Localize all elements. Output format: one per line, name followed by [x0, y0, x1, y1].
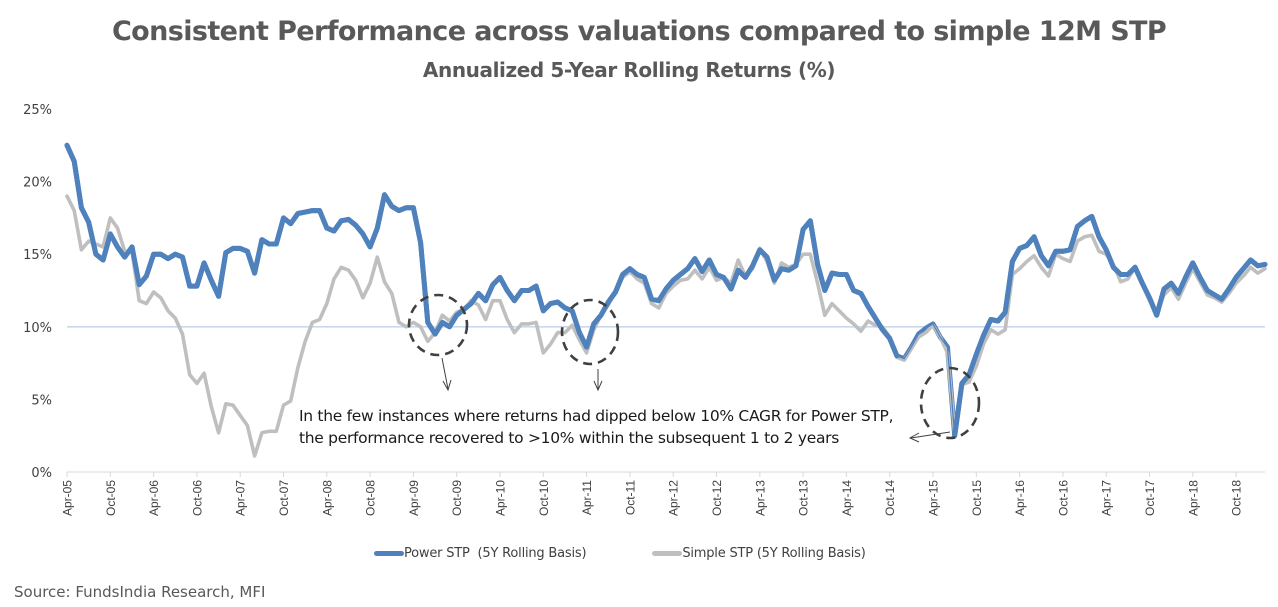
x-tick-label: Apr-15	[927, 480, 941, 516]
x-tick-label: Apr-07	[234, 480, 248, 516]
y-tick-label: 10%	[23, 321, 52, 336]
x-tick-label: Oct-15	[970, 480, 984, 516]
series-line-power-stp-dip-edge	[896, 323, 956, 436]
legend-swatch-power-stp	[374, 551, 404, 556]
arrowhead-2011	[593, 380, 603, 392]
x-tick-label: Oct-07	[277, 480, 291, 516]
annotation-arrows	[441, 357, 951, 443]
legend-item-simple-stp: Simple STP (5Y Rolling Basis)	[652, 546, 866, 561]
y-tick-label: 15%	[23, 248, 52, 263]
x-tick-label: Oct-16	[1056, 480, 1070, 516]
x-tick-label: Oct-05	[104, 480, 118, 516]
arrow-2015	[910, 431, 951, 439]
x-tick-label: Apr-10	[494, 480, 508, 516]
legend-item-power-stp: Power STP (5Y Rolling Basis)	[374, 546, 587, 561]
x-tick-label: Apr-08	[320, 480, 334, 516]
x-tick-label: Apr-12	[667, 480, 681, 516]
x-tick-label: Apr-05	[61, 480, 75, 516]
y-tick-label: 0%	[31, 466, 52, 481]
x-tick-label: Apr-06	[147, 480, 161, 516]
x-tick-label: Oct-17	[1143, 480, 1157, 516]
x-tick-label: Apr-18	[1186, 480, 1200, 516]
annotation-text-line2: the performance recovered to >10% within…	[299, 429, 839, 447]
dip-circle-2009	[407, 293, 469, 357]
x-tick-label: Apr-13	[753, 480, 767, 516]
chart-title: Consistent Performance across valuations…	[111, 16, 1167, 47]
series-line-power-stp-overlay-2	[952, 213, 1268, 439]
y-tick-label: 25%	[23, 103, 52, 118]
x-tick-label: Apr-09	[407, 480, 421, 516]
x-tick-label: Oct-09	[450, 480, 464, 516]
x-tick-label: Oct-10	[537, 480, 551, 516]
legend-swatch-simple-stp	[652, 551, 683, 556]
dip-circle-2015	[919, 366, 981, 440]
y-axis-ticks: 0% 5% 10% 15% 20% 25%	[23, 103, 52, 481]
legend-label-simple-stp: Simple STP (5Y Rolling Basis)	[682, 546, 866, 561]
dip-circle-2011	[560, 298, 620, 366]
x-tick-label: Oct-11	[623, 480, 637, 515]
x-tick-label: Apr-17	[1100, 480, 1114, 516]
x-tick-label: Oct-08	[364, 480, 378, 516]
x-tick-label: Apr-16	[1013, 480, 1027, 516]
chart-subtitle: Annualized 5-Year Rolling Returns (%)	[422, 58, 836, 82]
arrowhead-2009	[442, 379, 452, 392]
x-tick-label: Apr-14	[840, 480, 854, 516]
x-axis-ticks: Apr-05 Oct-05 Apr-06 Oct-06 Apr-07 Oct-07 Apr-…	[61, 472, 1244, 516]
annotation-markers	[407, 293, 981, 440]
series-lines	[64, 142, 1268, 458]
source-note: Source: FundsIndia Research, MFI	[14, 583, 266, 601]
x-tick-label: Oct-14	[883, 480, 897, 516]
annotation-text-line1: In the few instances where returns had d…	[299, 407, 893, 425]
x-tick-label: Oct-13	[797, 480, 811, 516]
series-line-power-stp-overlay	[64, 142, 900, 359]
x-tick-label: Oct-12	[710, 480, 724, 516]
legend-label-power-stp: Power STP (5Y Rolling Basis)	[404, 546, 587, 561]
chart-legend: Power STP (5Y Rolling Basis) Simple STP …	[374, 546, 932, 561]
y-tick-label: 5%	[31, 393, 52, 408]
y-tick-label: 20%	[23, 176, 52, 191]
x-tick-label: Oct-06	[190, 480, 204, 516]
x-tick-label: Oct-18	[1230, 480, 1244, 516]
arrow-2009	[441, 357, 449, 390]
arrowhead-2015	[908, 432, 920, 443]
x-tick-label: Apr-11	[580, 480, 594, 515]
